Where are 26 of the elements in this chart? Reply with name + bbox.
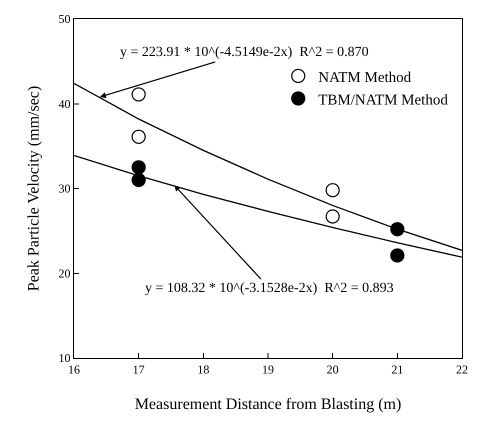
y-tick-label: 10	[58, 351, 70, 366]
point	[326, 183, 340, 198]
annotation: y = 108.32 * 10^(-3.1528e-2x) R^2 = 0.893	[145, 281, 394, 296]
y-axis-title: Peak Particle Velocity (mm/sec)	[25, 86, 42, 292]
y-tick-label: 40	[58, 96, 70, 111]
y-tick-label: 30	[58, 182, 70, 196]
y-tick-label: 20	[58, 266, 70, 280]
x-tick-label: 22	[456, 362, 468, 376]
point	[390, 248, 404, 263]
legend-label: NATM Method	[318, 70, 412, 86]
point	[132, 172, 146, 188]
point	[132, 160, 146, 174]
x-tick-label: 18	[197, 362, 210, 376]
point	[132, 87, 146, 102]
x-tick-label: 16	[68, 362, 80, 376]
y-tick-label: 50	[58, 12, 70, 26]
x-axis-title: Measurement Distance from Blasting (m)	[134, 396, 402, 414]
point	[326, 209, 340, 224]
point	[132, 130, 146, 144]
legend-label: TBM/NATM Method	[318, 92, 448, 108]
x-tick-label: 17	[132, 362, 145, 376]
x-tick-label: 20	[326, 362, 339, 376]
x-tick-label: 21	[391, 362, 404, 376]
annotation: y = 223.91 * 10^(-4.5149e-2x) R^2 = 0.870	[120, 45, 369, 60]
point	[390, 222, 404, 236]
x-tick-label: 19	[262, 362, 274, 376]
